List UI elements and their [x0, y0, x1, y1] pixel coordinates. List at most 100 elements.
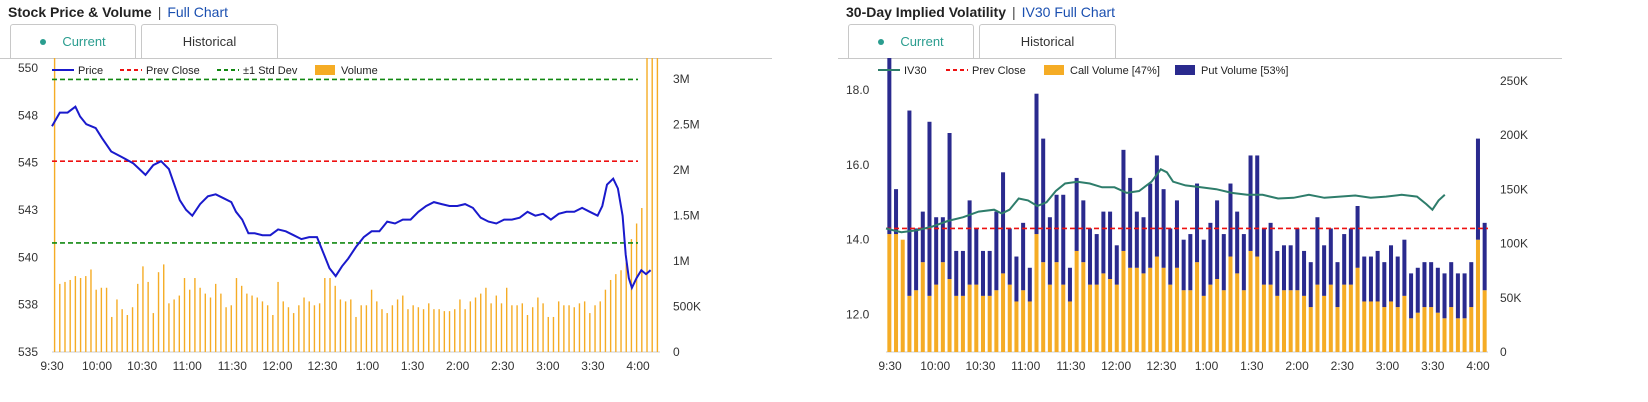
put-volume-bar — [1248, 155, 1253, 251]
call-volume-bar — [1422, 307, 1427, 352]
put-volume-bar — [1328, 228, 1333, 285]
call-volume-bar — [1201, 295, 1206, 352]
put-volume-bar — [1188, 234, 1193, 291]
put-volume-bar — [1067, 267, 1072, 302]
call-volume-bar — [1482, 290, 1487, 352]
call-volume-bar — [1335, 307, 1340, 352]
call-volume-bar — [907, 295, 912, 352]
y2-tick-label: 1M — [673, 254, 690, 268]
call-volume-bar — [1181, 290, 1186, 352]
x-tick-label: 2:00 — [446, 359, 470, 373]
tab-current[interactable]: Current — [848, 24, 974, 58]
tab-historical[interactable]: Historical — [979, 24, 1116, 58]
put-volume-bar — [1215, 200, 1220, 279]
y-tick-label: 548 — [18, 108, 38, 122]
iv30-full-chart-link[interactable]: IV30 Full Chart — [1021, 4, 1116, 20]
call-volume-bar — [987, 295, 992, 352]
stock-price-volume-panel: Stock Price & Volume | Full Chart Current … — [0, 0, 820, 402]
call-volume-bar — [1121, 250, 1126, 352]
put-volume-bar — [1288, 245, 1293, 291]
put-volume-bar — [927, 121, 932, 296]
call-volume-bar — [1047, 284, 1052, 352]
call-volume-bar — [1261, 284, 1266, 352]
put-volume-bar — [1007, 228, 1012, 285]
call-volume-bar — [954, 295, 959, 352]
call-volume-bar — [1275, 295, 1280, 352]
put-volume-bar — [940, 217, 945, 263]
call-volume-bar — [1288, 290, 1293, 352]
put-volume-bar — [1295, 228, 1300, 291]
call-volume-bar — [1375, 301, 1380, 352]
iv30-line — [885, 168, 1446, 234]
put-volume-bar — [1355, 206, 1360, 268]
x-tick-label: 10:00 — [82, 359, 112, 373]
x-tick-label: 3:00 — [536, 359, 560, 373]
put-volume-bar — [960, 250, 965, 296]
call-volume-bar — [1415, 312, 1420, 352]
x-tick-label: 2:00 — [1285, 359, 1309, 373]
put-volume-bar — [1382, 262, 1387, 308]
x-tick-label: 2:30 — [1331, 359, 1355, 373]
call-volume-bar — [887, 234, 892, 352]
put-volume-bar — [1121, 149, 1126, 251]
call-volume-bar — [1114, 284, 1119, 352]
panel-title-row: 30-Day Implied Volatility | IV30 Full Char… — [846, 4, 1116, 20]
y2-tick-label: 50K — [1500, 291, 1521, 305]
call-volume-bar — [1188, 290, 1193, 352]
legend-label: Prev Close — [972, 65, 1026, 77]
call-volume-bar — [1455, 318, 1460, 352]
put-volume-bar — [1348, 228, 1353, 285]
y2-tick-label: 2.5M — [673, 118, 700, 132]
legend-label: Put Volume [53%] — [1201, 65, 1288, 77]
call-volume-bar — [1221, 290, 1226, 352]
x-tick-label: 3:30 — [1421, 359, 1445, 373]
x-tick-label: 10:00 — [920, 359, 950, 373]
put-volume-bar — [1462, 273, 1467, 319]
x-tick-label: 11:30 — [1056, 359, 1085, 373]
call-volume-bar — [1074, 250, 1079, 352]
tab-current[interactable]: Current — [10, 24, 136, 58]
x-tick-label: 12:30 — [1146, 359, 1176, 373]
put-volume-bar — [1375, 250, 1380, 302]
implied-volatility-chart: 18.0 16.0 14.0 12.0 250K 200K 150K 100K 50K 0 9:30… — [846, 58, 1528, 373]
put-volume-bar — [1469, 262, 1474, 308]
x-tick-label: 3:30 — [581, 359, 605, 373]
call-volume-bar — [1134, 267, 1139, 352]
call-volume-bar — [1108, 279, 1113, 352]
call-volume-bar — [1469, 307, 1474, 352]
y2-tick-label: 150K — [1500, 182, 1528, 196]
call-volume-bar — [1462, 318, 1467, 352]
x-tick-label: 9:30 — [878, 359, 902, 373]
put-volume-bar — [1001, 172, 1006, 274]
x-tick-label: 10:30 — [965, 359, 995, 373]
put-volume-bar — [1221, 234, 1226, 291]
put-volume-bar — [934, 217, 939, 285]
call-volume-bar — [1328, 284, 1333, 352]
put-volume-bar — [1047, 217, 1052, 285]
put-volume-bar — [1429, 262, 1434, 308]
y-tick-label: 12.0 — [846, 308, 870, 322]
full-chart-link[interactable]: Full Chart — [167, 4, 229, 20]
put-volume-bar — [1415, 267, 1420, 313]
put-volume-bar — [1034, 93, 1039, 235]
x-tick-label: 4:00 — [1466, 359, 1490, 373]
put-volume-bar — [1342, 234, 1347, 285]
put-volume-bar — [1449, 262, 1454, 308]
call-volume-bar — [1014, 301, 1019, 352]
put-volume-bar — [1281, 245, 1286, 291]
call-volume-bar — [1295, 290, 1300, 352]
call-volume-bar — [920, 262, 925, 352]
call-volume-bar — [940, 262, 945, 352]
call-volume-bar — [914, 290, 919, 352]
put-volume-bar — [994, 211, 999, 291]
call-volume-bar — [1094, 284, 1099, 352]
tab-historical[interactable]: Historical — [141, 24, 278, 58]
y-tick-label: 540 — [18, 250, 38, 264]
call-volume-bar — [1429, 307, 1434, 352]
call-volume-bar — [1248, 250, 1253, 352]
legend-label: ±1 Std Dev — [243, 65, 298, 77]
call-volume-bar — [1389, 301, 1394, 352]
x-tick-label: 10:30 — [127, 359, 157, 373]
call-volume-bar — [1308, 307, 1313, 352]
put-volume-bar — [1475, 138, 1480, 240]
